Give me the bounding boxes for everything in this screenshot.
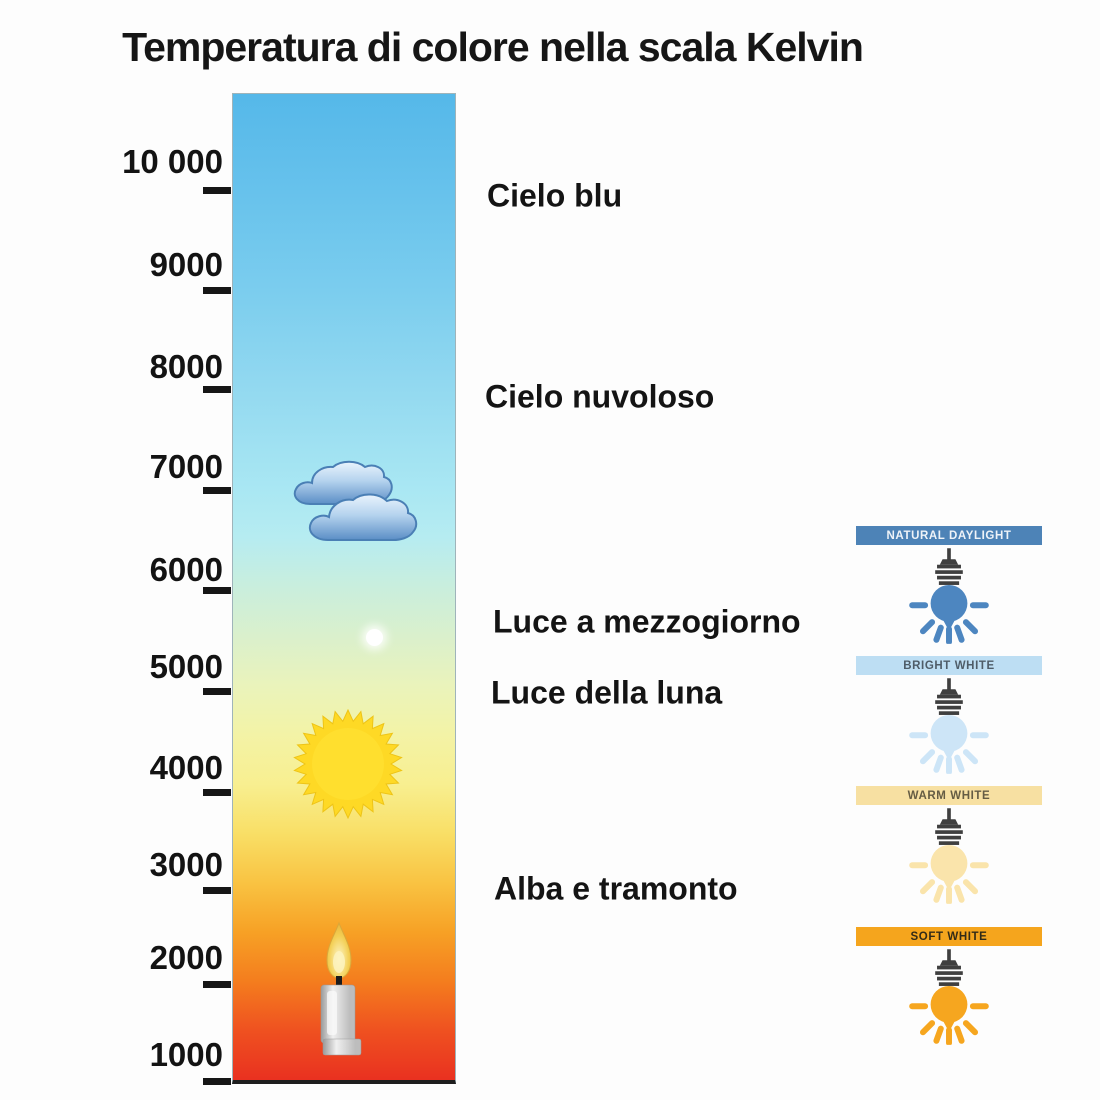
scale-tick-label: 4000 xyxy=(149,749,223,786)
zone-label: Luce a mezzogiorno xyxy=(493,603,801,640)
panel-header: WARM WHITE xyxy=(856,786,1042,805)
gradient-bar xyxy=(232,93,456,1084)
panel-header: SOFT WHITE xyxy=(856,927,1042,946)
zone-label: Alba e tramonto xyxy=(494,870,738,907)
bulb-panel: WARM WHITE xyxy=(856,786,1042,913)
moon-icon xyxy=(366,629,383,646)
bulb-icon xyxy=(903,678,995,774)
scale-tick-label: 9000 xyxy=(149,246,223,283)
scale-tick-label: 6000 xyxy=(149,551,223,588)
scale-tick-label: 1000 xyxy=(149,1036,223,1073)
scale-tick-label: 5000 xyxy=(149,648,223,685)
scale-tick-mark xyxy=(203,287,231,294)
zone-label: Cielo blu xyxy=(487,177,623,214)
page-title: Temperatura di colore nella scala Kelvin xyxy=(122,24,864,70)
candle-icon xyxy=(320,921,362,1056)
scale-tick-label: 7000 xyxy=(149,448,223,485)
zone-label: Cielo nuvoloso xyxy=(485,378,715,415)
scale-tick-mark xyxy=(203,487,231,494)
bulb-icon xyxy=(903,949,995,1045)
panel-header-label: NATURAL DAYLIGHT xyxy=(886,529,1012,542)
scale-tick-mark xyxy=(203,789,231,796)
bulb-icon xyxy=(903,548,995,644)
bulb-icon xyxy=(903,808,995,904)
bulb-panel: BRIGHT WHITE xyxy=(856,656,1042,783)
scale-tick-mark xyxy=(203,1078,231,1085)
scale-tick-label: 2000 xyxy=(149,939,223,976)
scale-tick-label: 3000 xyxy=(149,846,223,883)
panel-header-label: BRIGHT WHITE xyxy=(903,659,995,672)
bulb-panel: SOFT WHITE xyxy=(856,927,1042,1054)
scale-tick-label: 10 000 xyxy=(122,143,223,180)
panel-header: BRIGHT WHITE xyxy=(856,656,1042,675)
scale-tick-mark xyxy=(203,887,231,894)
scale-tick-mark xyxy=(203,386,231,393)
scale-tick-mark xyxy=(203,688,231,695)
panel-header-label: WARM WHITE xyxy=(907,789,991,802)
sun-icon xyxy=(293,709,403,819)
scale-tick-label: 8000 xyxy=(149,348,223,385)
panel-header: NATURAL DAYLIGHT xyxy=(856,526,1042,545)
scale-tick-mark xyxy=(203,981,231,988)
scale-tick-mark xyxy=(203,587,231,594)
bulb-panel: NATURAL DAYLIGHT xyxy=(856,526,1042,653)
scale-tick-mark xyxy=(203,187,231,194)
cloud-icon xyxy=(293,460,418,541)
panel-header-label: SOFT WHITE xyxy=(910,930,988,943)
zone-label: Luce della luna xyxy=(491,674,723,711)
